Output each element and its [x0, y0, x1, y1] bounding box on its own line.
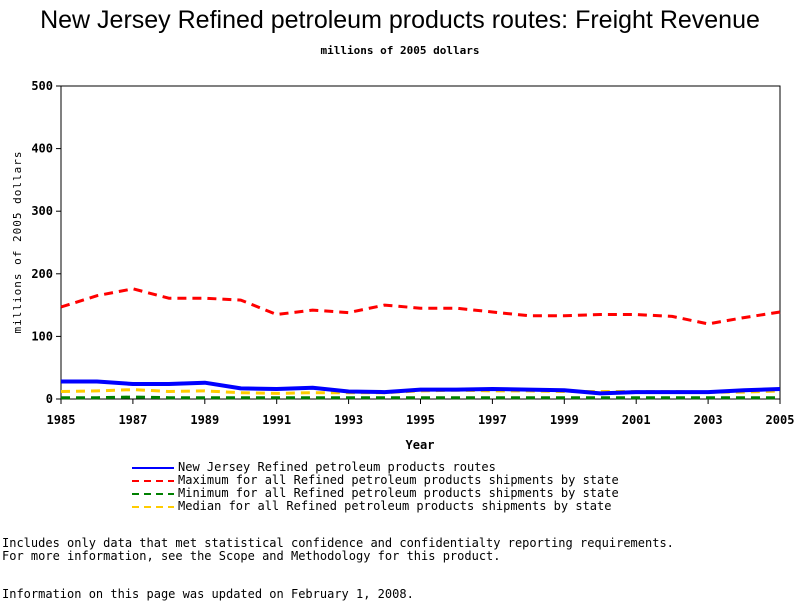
line-chart: 0 100 200 300 400 500 1985 1987 1989 1991 1993 199…: [11, 79, 795, 452]
legend-swatch-minimum: [132, 492, 174, 495]
chart-title: New Jersey Refined petroleum products ro…: [40, 6, 760, 34]
legend-item-new-jersey: New Jersey Refined petroleum products ro…: [132, 461, 619, 474]
x-tick-label-1989: 1989: [190, 413, 219, 427]
y-axis: 0 100 200 300 400 500: [31, 79, 61, 406]
footnote-confidentiality: Includes only data that met statistical …: [2, 536, 674, 550]
x-tick-label-2003: 2003: [694, 413, 723, 427]
y-tick-label-100: 100: [31, 329, 53, 343]
x-tick-label-1993: 1993: [334, 413, 363, 427]
series-line-minimum: [61, 395, 780, 400]
legend-item-median: Median for all Refined petroleum product…: [132, 500, 619, 513]
x-tick-label-1997: 1997: [478, 413, 507, 427]
x-tick-label-1991: 1991: [262, 413, 291, 427]
y-tick-label-500: 500: [31, 79, 53, 93]
x-axis-label: Year: [406, 438, 435, 452]
y-axis-label: millions of 2005 dollars: [11, 151, 24, 334]
legend-label-minimum: Minimum for all Refined petroleum produc…: [178, 486, 619, 500]
y-tick-label-200: 200: [31, 267, 53, 281]
legend-label-median: Median for all Refined petroleum product…: [178, 499, 612, 513]
legend-label-maximum: Maximum for all Refined petroleum produc…: [178, 473, 619, 487]
series-line-new-jersey: [61, 379, 781, 396]
x-axis: 1985 1987 1989 1991 1993 1995 1997 1999 2001 2003…: [47, 399, 795, 427]
x-tick-label-2001: 2001: [622, 413, 651, 427]
legend-item-minimum: Minimum for all Refined petroleum produc…: [132, 487, 619, 500]
legend-swatch-median: [132, 505, 174, 508]
y-tick-label-0: 0: [46, 392, 53, 406]
legend-label-new-jersey: New Jersey Refined petroleum products ro…: [178, 460, 496, 474]
chart-legend: New Jersey Refined petroleum products ro…: [132, 461, 619, 513]
legend-swatch-maximum: [132, 479, 174, 482]
series-layer: [60, 287, 781, 400]
x-tick-label-1995: 1995: [406, 413, 435, 427]
legend-item-maximum: Maximum for all Refined petroleum produc…: [132, 474, 619, 487]
x-tick-label-1999: 1999: [550, 413, 579, 427]
chart-subtitle: millions of 2005 dollars: [320, 44, 480, 57]
x-tick-label-1987: 1987: [118, 413, 147, 427]
footnote-updated: Information on this page was updated on …: [2, 587, 414, 601]
x-tick-label-1985: 1985: [47, 413, 76, 427]
legend-swatch-new-jersey: [132, 466, 174, 469]
y-tick-label-400: 400: [31, 142, 53, 156]
footnote-methodology: For more information, see the Scope and …: [2, 549, 501, 563]
y-tick-label-300: 300: [31, 204, 53, 218]
x-tick-label-2005: 2005: [766, 413, 795, 427]
plot-area-frame: [60, 85, 781, 400]
series-line-maximum: [60, 287, 781, 326]
